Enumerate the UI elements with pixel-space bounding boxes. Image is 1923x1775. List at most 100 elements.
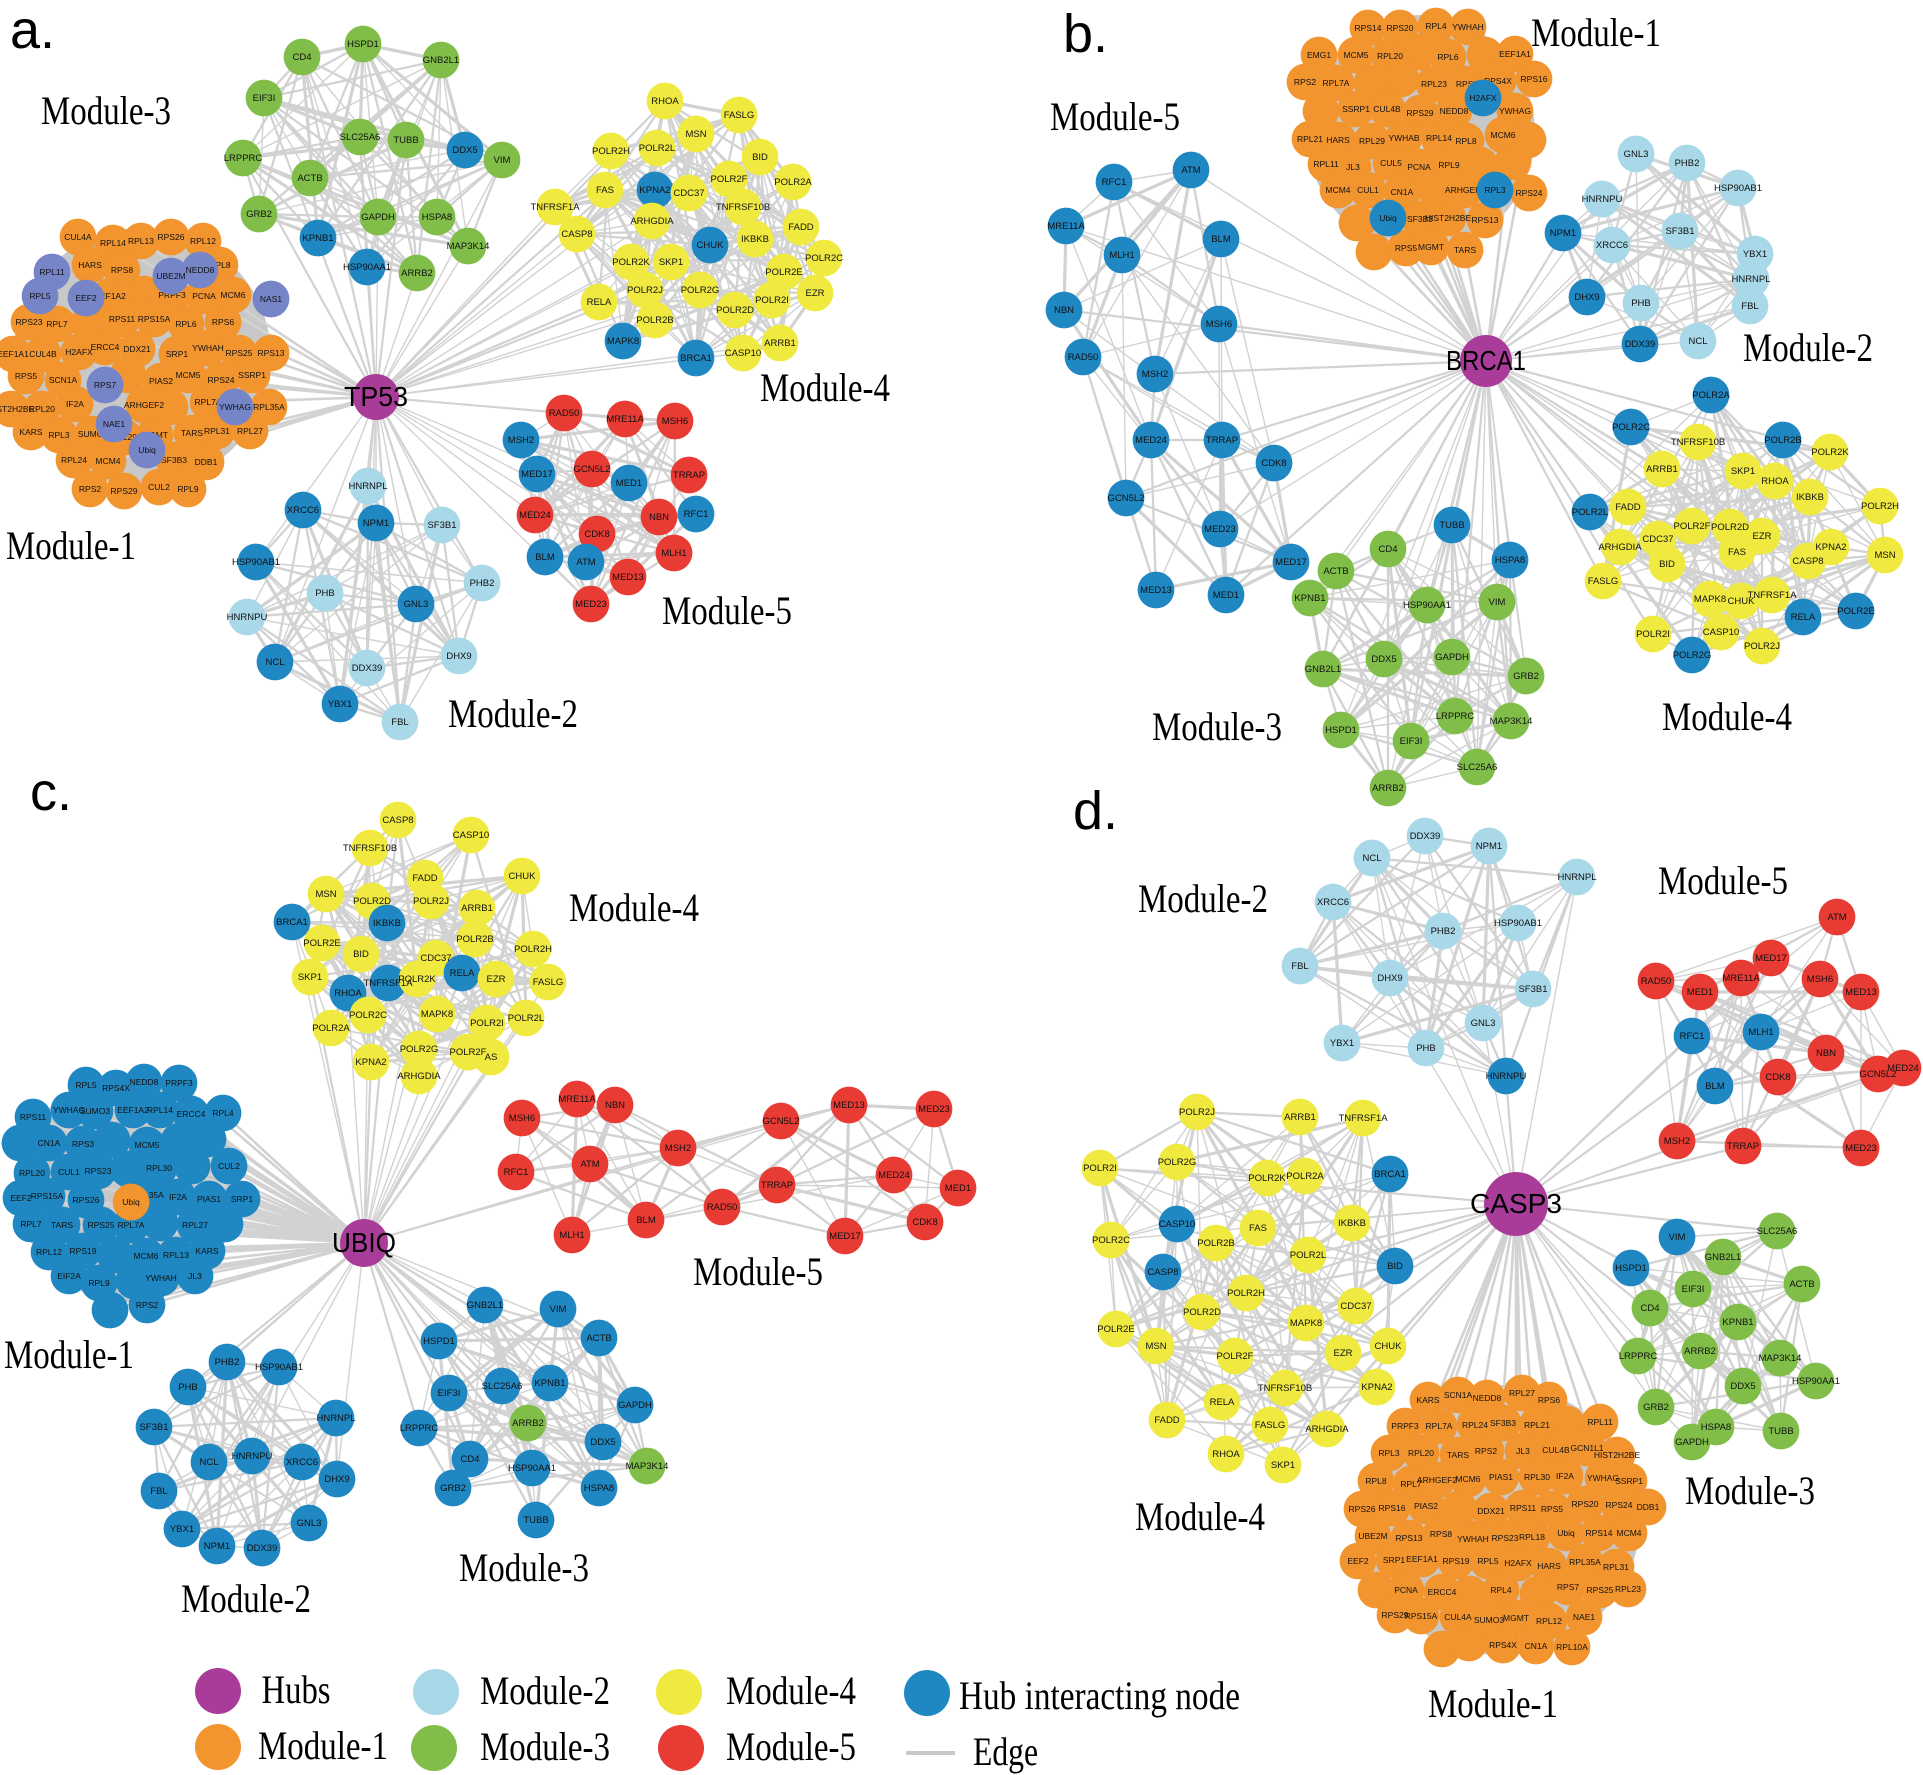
svg-text:RELA: RELA (450, 968, 475, 979)
svg-text:HSPA8: HSPA8 (1495, 555, 1525, 566)
svg-text:RPL8: RPL8 (1455, 136, 1477, 146)
svg-text:YWHAH: YWHAH (1452, 22, 1484, 32)
svg-text:MED23: MED23 (1845, 1143, 1877, 1154)
svg-text:POLR2I: POLR2I (755, 295, 789, 306)
svg-text:RPS6: RPS6 (1538, 1395, 1560, 1405)
svg-text:SCN1A: SCN1A (49, 375, 78, 385)
svg-text:MRE11A: MRE11A (606, 414, 644, 425)
svg-text:Module-2: Module-2 (181, 1576, 311, 1621)
svg-text:PRPF3: PRPF3 (158, 290, 186, 300)
svg-text:BRCA1: BRCA1 (1374, 1169, 1406, 1180)
svg-text:GNB2L1: GNB2L1 (1705, 1252, 1741, 1263)
svg-text:RPL4: RPL4 (1425, 21, 1447, 31)
svg-text:GCN5L2: GCN5L2 (1108, 493, 1145, 504)
svg-text:TRRAP: TRRAP (761, 1180, 793, 1191)
svg-text:LRPPRC: LRPPRC (400, 1423, 439, 1434)
svg-text:GNL3: GNL3 (1624, 149, 1649, 160)
svg-text:VIM: VIM (1489, 597, 1506, 608)
svg-text:RPL11: RPL11 (39, 267, 65, 277)
svg-text:RAD50: RAD50 (1068, 352, 1099, 363)
svg-text:POLR2A: POLR2A (1692, 390, 1730, 401)
svg-text:TUBB: TUBB (1768, 1426, 1793, 1437)
svg-text:EEF1A2: EEF1A2 (94, 291, 126, 301)
svg-text:TARS: TARS (51, 1220, 73, 1230)
svg-text:NBN: NBN (1054, 305, 1074, 316)
svg-text:RPL27: RPL27 (182, 1220, 208, 1230)
svg-text:TRRAP: TRRAP (1727, 1141, 1759, 1152)
svg-text:GCN5L2: GCN5L2 (1860, 1069, 1897, 1080)
svg-text:YWHAG: YWHAG (53, 1105, 85, 1115)
svg-text:CN1A: CN1A (1391, 187, 1414, 197)
svg-text:MED24: MED24 (519, 510, 551, 521)
svg-text:MED1: MED1 (1687, 987, 1713, 998)
svg-text:CUL1: CUL1 (1357, 185, 1379, 195)
svg-text:RELA: RELA (587, 297, 612, 308)
svg-text:CD4: CD4 (1640, 1303, 1659, 1314)
svg-text:MLH1: MLH1 (1748, 1027, 1773, 1038)
svg-text:POLR2K: POLR2K (612, 257, 650, 268)
svg-text:CHUK: CHUK (509, 871, 537, 882)
svg-text:CDK8: CDK8 (1765, 1072, 1790, 1083)
svg-text:MED13: MED13 (1845, 987, 1877, 998)
svg-text:MRE11A: MRE11A (1047, 221, 1085, 232)
svg-text:MSN: MSN (685, 129, 706, 140)
svg-text:IKBKB: IKBKB (373, 918, 401, 929)
svg-text:FAS: FAS (1249, 1223, 1267, 1234)
svg-text:RPL20: RPL20 (1408, 1448, 1434, 1458)
svg-text:POLR2H: POLR2H (1861, 501, 1899, 512)
svg-text:IF2A: IF2A (66, 399, 84, 409)
svg-text:RFC1: RFC1 (1680, 1031, 1705, 1042)
svg-text:CUL2: CUL2 (148, 482, 170, 492)
svg-text:BID: BID (1387, 1261, 1403, 1272)
svg-text:RPL4: RPL4 (212, 1108, 234, 1118)
svg-text:SF3B1: SF3B1 (139, 1422, 168, 1433)
svg-text:Hub interacting node: Hub interacting node (959, 1673, 1240, 1718)
svg-text:TNFRSF1A: TNFRSF1A (530, 202, 580, 213)
svg-text:CUL2: CUL2 (218, 1161, 240, 1171)
svg-text:RPL20: RPL20 (1377, 51, 1403, 61)
svg-text:CUL1: CUL1 (58, 1167, 80, 1177)
svg-text:ACTB: ACTB (1323, 566, 1348, 577)
svg-text:PCNA: PCNA (1394, 1585, 1418, 1595)
svg-text:RPS2: RPS2 (136, 1300, 158, 1310)
svg-text:MAP3K14: MAP3K14 (1759, 1353, 1802, 1364)
svg-text:POLR2F: POLR2F (450, 1047, 487, 1058)
svg-text:RPL5: RPL5 (29, 291, 51, 301)
svg-text:ATM: ATM (1181, 165, 1200, 176)
svg-text:NBN: NBN (649, 512, 669, 523)
svg-text:PHB: PHB (1416, 1043, 1436, 1054)
svg-text:RPS8: RPS8 (1430, 1529, 1452, 1539)
svg-text:ARHGDIA: ARHGDIA (630, 216, 674, 227)
svg-text:EZR: EZR (487, 974, 506, 985)
svg-text:RPS2: RPS2 (79, 484, 101, 494)
svg-text:NCL: NCL (1362, 853, 1381, 864)
svg-text:CASP8: CASP8 (1147, 1267, 1178, 1278)
svg-text:MED1: MED1 (1213, 590, 1239, 601)
svg-text:POLR2C: POLR2C (805, 253, 843, 264)
svg-text:MSH6: MSH6 (1206, 319, 1232, 330)
svg-text:RPL8: RPL8 (209, 260, 231, 270)
svg-text:SF3B1: SF3B1 (1665, 226, 1694, 237)
svg-text:RPS13: RPS13 (258, 348, 285, 358)
svg-text:TARS: TARS (181, 428, 203, 438)
svg-text:HARS: HARS (1326, 135, 1350, 145)
svg-text:HARS: HARS (1537, 1561, 1561, 1571)
svg-text:POLR2F: POLR2F (711, 174, 748, 185)
svg-text:IKBKB: IKBKB (1338, 1218, 1366, 1229)
svg-text:DDX21: DDX21 (1477, 1506, 1505, 1516)
svg-text:PHB2: PHB2 (470, 578, 495, 589)
svg-text:RPS16: RPS16 (1521, 74, 1548, 84)
svg-text:RPS24: RPS24 (208, 375, 235, 385)
svg-text:CUL4B: CUL4B (29, 349, 57, 359)
svg-text:Module-5: Module-5 (1050, 94, 1180, 139)
svg-text:RPL13: RPL13 (128, 236, 154, 246)
svg-text:HIST2H2BE: HIST2H2BE (1425, 213, 1472, 223)
svg-text:KARS: KARS (1416, 1395, 1439, 1405)
svg-text:Module-2: Module-2 (480, 1668, 610, 1713)
svg-text:YWHAB: YWHAB (1388, 133, 1420, 143)
svg-text:RPL7: RPL7 (46, 319, 68, 329)
svg-text:SCN1A: SCN1A (1444, 1390, 1473, 1400)
svg-text:RPS4X: RPS4X (1489, 1640, 1517, 1650)
svg-text:MAP3K14: MAP3K14 (626, 1461, 669, 1472)
svg-text:RHOA: RHOA (651, 96, 679, 107)
